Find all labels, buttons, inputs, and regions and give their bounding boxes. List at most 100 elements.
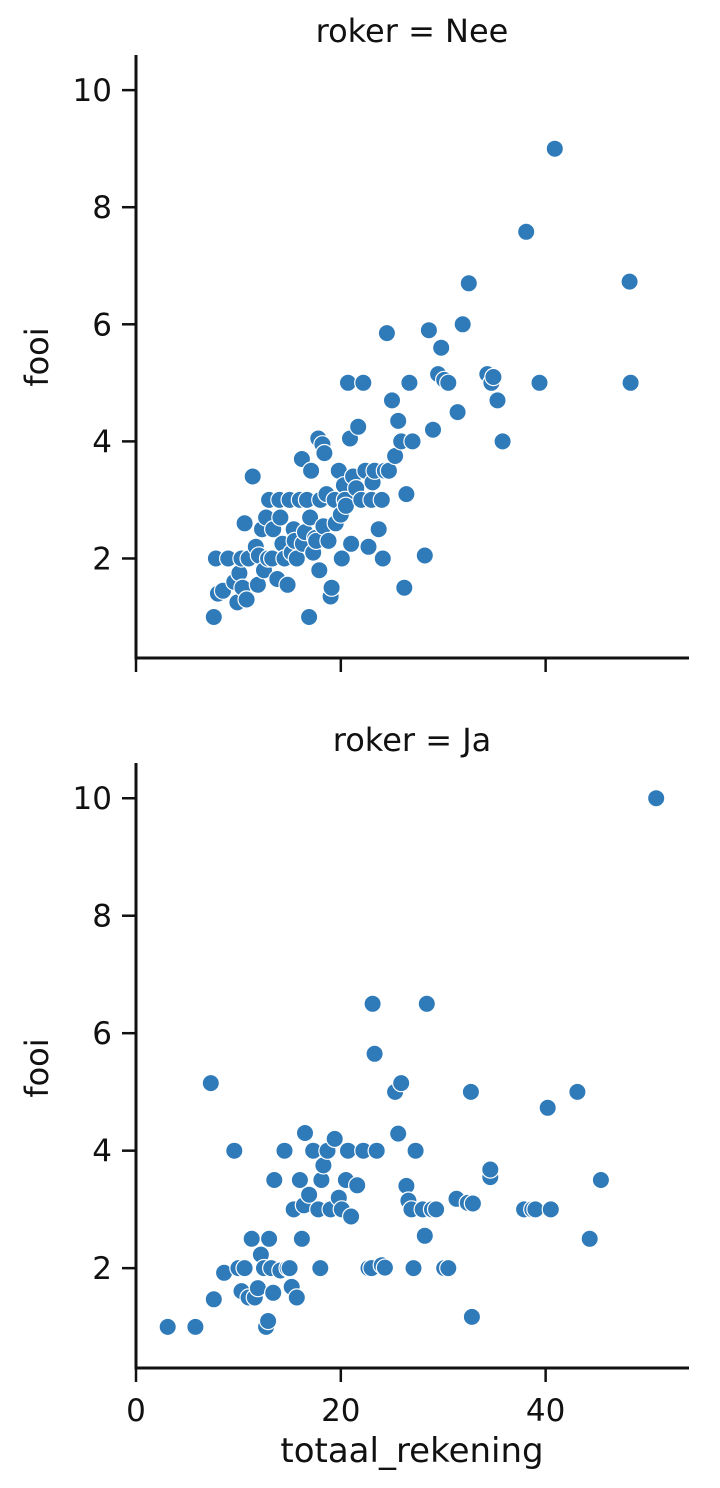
data-point [423, 420, 443, 439]
data-point [426, 1200, 446, 1219]
x-ticks [134, 658, 547, 672]
data-point [432, 338, 451, 357]
data-point [530, 373, 549, 392]
data-point [225, 1141, 244, 1160]
data-point [389, 411, 408, 431]
y-axis-label: fooi [18, 327, 56, 386]
data-point [354, 373, 373, 392]
data-point [538, 1098, 557, 1118]
data-point [580, 1229, 599, 1249]
data-point [493, 432, 512, 451]
y-tick-label: 8 [92, 190, 112, 226]
data-point [403, 432, 422, 451]
data-point [373, 549, 392, 568]
data-point [186, 1317, 205, 1337]
data-point [591, 1170, 611, 1190]
panel-title: roker = Ja [333, 721, 491, 759]
data-point [332, 549, 351, 568]
data-point [568, 1082, 587, 1102]
data-point [265, 1170, 284, 1190]
data-point [541, 1200, 561, 1219]
data-point [235, 1258, 254, 1278]
data-point [439, 1258, 458, 1278]
x-ticks: 0 20 40 [126, 1368, 565, 1429]
y-tick-label: 4 [92, 1134, 112, 1170]
data-point [301, 461, 321, 480]
data-point [389, 1124, 408, 1143]
data-point [377, 323, 397, 343]
y-tick-label: 4 [92, 424, 112, 460]
data-point [375, 1258, 395, 1277]
panel-title: roker = Nee [316, 12, 509, 50]
data-point [299, 607, 319, 627]
data-point [526, 1200, 545, 1219]
data-point [415, 1226, 434, 1246]
data-point [395, 578, 414, 597]
data-point [369, 520, 388, 539]
data-point [419, 321, 439, 340]
data-point [315, 443, 334, 463]
data-point [264, 1283, 283, 1303]
data-point [271, 508, 290, 527]
data-point [647, 789, 666, 808]
data-point [158, 1317, 177, 1337]
data-point [462, 1307, 482, 1327]
data-point [406, 1141, 425, 1160]
data-point [620, 272, 639, 291]
data-point [400, 373, 419, 392]
data-point [322, 578, 341, 597]
y-axis-label: fooi [18, 1038, 56, 1097]
data-point [349, 417, 368, 436]
data-point [311, 1258, 330, 1278]
data-point [461, 1082, 481, 1102]
x-tick-label: 20 [321, 1393, 360, 1429]
data-point [348, 1176, 367, 1195]
data-point [448, 402, 467, 422]
data-point [621, 373, 640, 392]
data-point [363, 994, 382, 1014]
data-point [338, 373, 358, 392]
data-point [258, 1311, 278, 1331]
data-point [290, 1170, 310, 1190]
x-tick-label: 40 [526, 1393, 565, 1429]
y-tick-label: 6 [92, 1016, 112, 1052]
data-point [275, 1141, 294, 1160]
data-point [341, 1207, 361, 1226]
x-tick-label: 0 [126, 1393, 146, 1429]
data-point [319, 531, 338, 551]
data-point [248, 1278, 268, 1298]
data-point [325, 1129, 344, 1149]
data-point [488, 391, 507, 410]
data-point [415, 546, 434, 565]
data-point [365, 1044, 384, 1064]
data-point [300, 508, 320, 527]
data-point [237, 590, 256, 609]
data-point [439, 373, 458, 392]
data-point [397, 484, 416, 504]
data-point [299, 1185, 319, 1204]
data-point [278, 575, 297, 595]
data-point [280, 1258, 299, 1278]
data-point [243, 467, 262, 486]
data-point [453, 315, 472, 334]
panel-roker-ja: roker = Ja fooi 2 4 6 8 10 0 20 40 totaal_reke… [18, 721, 689, 1471]
data-point [287, 1288, 306, 1307]
data-point [259, 1229, 279, 1249]
x-axis-label: totaal_rekening [280, 1431, 543, 1471]
y-ticks: 2 4 6 8 10 [73, 781, 136, 1287]
data-points [204, 139, 640, 627]
data-point [295, 1123, 315, 1143]
data-points [158, 789, 666, 1337]
y-tick-label: 2 [92, 1251, 112, 1287]
data-point [204, 607, 223, 627]
data-point [481, 1160, 500, 1179]
y-tick-label: 2 [92, 541, 112, 577]
data-point [463, 1194, 483, 1213]
data-point [372, 490, 391, 510]
data-point [235, 514, 254, 533]
data-point [404, 1258, 423, 1278]
data-point [459, 274, 478, 293]
data-point [201, 1073, 220, 1093]
y-tick-label: 10 [73, 73, 112, 109]
